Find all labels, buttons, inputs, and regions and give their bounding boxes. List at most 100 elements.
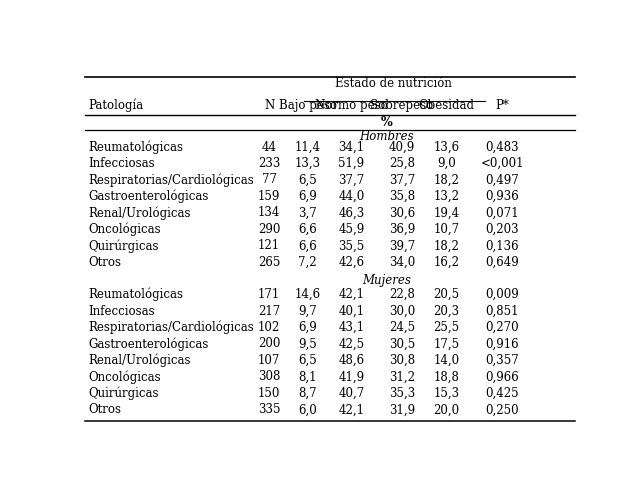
- Text: 42,1: 42,1: [339, 403, 365, 417]
- Text: 150: 150: [258, 387, 280, 400]
- Text: 335: 335: [258, 403, 280, 417]
- Text: 30,0: 30,0: [389, 305, 415, 317]
- Text: 18,8: 18,8: [433, 370, 459, 383]
- Text: 13,2: 13,2: [433, 190, 459, 203]
- Text: 0,357: 0,357: [486, 354, 519, 367]
- Text: 102: 102: [258, 321, 280, 334]
- Text: Normo peso: Normo peso: [315, 99, 388, 112]
- Text: Patología: Patología: [88, 98, 143, 112]
- Text: 42,6: 42,6: [339, 256, 365, 269]
- Text: Otros: Otros: [88, 403, 121, 417]
- Text: 265: 265: [258, 256, 280, 269]
- Text: <0,001: <0,001: [480, 157, 524, 170]
- Text: 35,3: 35,3: [389, 387, 415, 400]
- Text: Oncológicas: Oncológicas: [88, 370, 160, 383]
- Text: 17,5: 17,5: [433, 337, 459, 350]
- Text: 44: 44: [261, 140, 277, 154]
- Text: 0,136: 0,136: [486, 239, 519, 252]
- Text: 0,916: 0,916: [486, 337, 519, 350]
- Text: 40,1: 40,1: [339, 305, 365, 317]
- Text: 7,2: 7,2: [298, 256, 317, 269]
- Text: 42,5: 42,5: [339, 337, 365, 350]
- Text: 0,936: 0,936: [486, 190, 519, 203]
- Text: Infecciosas: Infecciosas: [88, 157, 155, 170]
- Text: 16,2: 16,2: [433, 256, 459, 269]
- Text: 107: 107: [258, 354, 280, 367]
- Text: N: N: [264, 99, 274, 112]
- Text: 34,0: 34,0: [389, 256, 415, 269]
- Text: Reumatológicas: Reumatológicas: [88, 140, 183, 154]
- Text: Estado de nutrición: Estado de nutrición: [335, 77, 451, 90]
- Text: 6,6: 6,6: [298, 223, 317, 236]
- Text: Bajo peso: Bajo peso: [279, 99, 337, 112]
- Text: 0,009: 0,009: [486, 288, 519, 301]
- Text: 18,2: 18,2: [433, 174, 459, 187]
- Text: 77: 77: [261, 174, 277, 187]
- Text: 159: 159: [258, 190, 280, 203]
- Text: 217: 217: [258, 305, 280, 317]
- Text: 41,9: 41,9: [339, 370, 365, 383]
- Text: 6,9: 6,9: [298, 321, 317, 334]
- Text: 0,203: 0,203: [486, 223, 519, 236]
- Text: 9,0: 9,0: [437, 157, 456, 170]
- Text: 121: 121: [258, 239, 280, 252]
- Text: Hombres: Hombres: [359, 130, 414, 143]
- Text: 308: 308: [258, 370, 280, 383]
- Text: 0,071: 0,071: [486, 207, 519, 219]
- Text: 24,5: 24,5: [389, 321, 415, 334]
- Text: Infecciosas: Infecciosas: [88, 305, 155, 317]
- Text: P*: P*: [495, 99, 509, 112]
- Text: 22,8: 22,8: [389, 288, 415, 301]
- Text: 44,0: 44,0: [338, 190, 365, 203]
- Text: Quirúrgicas: Quirúrgicas: [88, 239, 158, 253]
- Text: 233: 233: [258, 157, 280, 170]
- Text: 30,6: 30,6: [389, 207, 415, 219]
- Text: 46,3: 46,3: [338, 207, 365, 219]
- Text: Respiratorias/Cardiológicas: Respiratorias/Cardiológicas: [88, 173, 254, 187]
- Text: 35,8: 35,8: [389, 190, 415, 203]
- Text: 19,4: 19,4: [433, 207, 459, 219]
- Text: Renal/Urológicas: Renal/Urológicas: [88, 206, 191, 220]
- Text: 20,5: 20,5: [433, 288, 459, 301]
- Text: 13,6: 13,6: [433, 140, 459, 154]
- Text: 20,0: 20,0: [433, 403, 459, 417]
- Text: 34,1: 34,1: [339, 140, 365, 154]
- Text: 0,425: 0,425: [486, 387, 519, 400]
- Text: 39,7: 39,7: [389, 239, 415, 252]
- Text: 43,1: 43,1: [339, 321, 365, 334]
- Text: 25,8: 25,8: [389, 157, 415, 170]
- Text: 6,5: 6,5: [298, 354, 317, 367]
- Text: 35,5: 35,5: [338, 239, 365, 252]
- Text: Gastroenterológicas: Gastroenterológicas: [88, 190, 209, 203]
- Text: Sobrepeso: Sobrepeso: [370, 99, 433, 112]
- Text: 11,4: 11,4: [294, 140, 321, 154]
- Text: 20,3: 20,3: [433, 305, 459, 317]
- Text: Reumatológicas: Reumatológicas: [88, 288, 183, 301]
- Text: Quirúrgicas: Quirúrgicas: [88, 387, 158, 400]
- Text: 14,0: 14,0: [433, 354, 459, 367]
- Text: 37,7: 37,7: [338, 174, 365, 187]
- Text: 6,5: 6,5: [298, 174, 317, 187]
- Text: 14,6: 14,6: [294, 288, 321, 301]
- Text: 40,7: 40,7: [338, 387, 365, 400]
- Text: %: %: [381, 116, 393, 129]
- Text: Oncológicas: Oncológicas: [88, 223, 160, 236]
- Text: 48,6: 48,6: [339, 354, 365, 367]
- Text: 8,1: 8,1: [298, 370, 317, 383]
- Text: 15,3: 15,3: [433, 387, 459, 400]
- Text: 171: 171: [258, 288, 280, 301]
- Text: 0,250: 0,250: [486, 403, 519, 417]
- Text: 37,7: 37,7: [389, 174, 415, 187]
- Text: 0,270: 0,270: [486, 321, 519, 334]
- Text: 30,5: 30,5: [389, 337, 415, 350]
- Text: 45,9: 45,9: [338, 223, 365, 236]
- Text: 0,649: 0,649: [486, 256, 519, 269]
- Text: Obesidad: Obesidad: [419, 99, 475, 112]
- Text: 9,7: 9,7: [298, 305, 317, 317]
- Text: Mujeres: Mujeres: [363, 274, 412, 287]
- Text: 3,7: 3,7: [298, 207, 317, 219]
- Text: 30,8: 30,8: [389, 354, 415, 367]
- Text: Otros: Otros: [88, 256, 121, 269]
- Text: 0,497: 0,497: [486, 174, 519, 187]
- Text: 13,3: 13,3: [294, 157, 321, 170]
